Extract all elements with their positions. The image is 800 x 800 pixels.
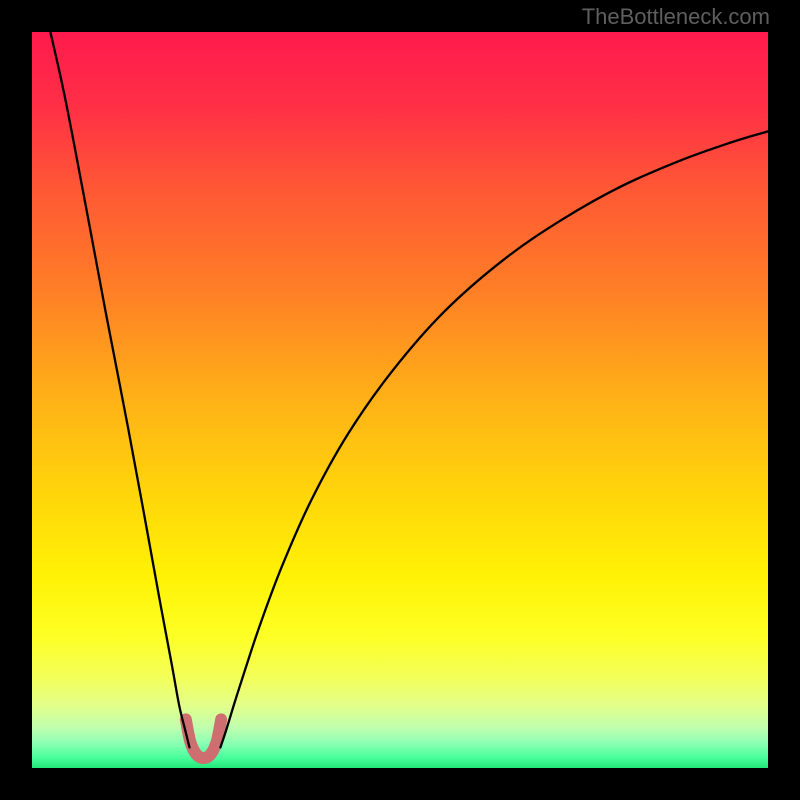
plot-area [32,32,768,768]
curve-layer [32,32,768,768]
curve-left [50,32,189,747]
watermark-text: TheBottleneck.com [582,4,770,30]
dip-marker [186,719,221,758]
chart-stage: TheBottleneck.com [0,0,800,800]
curve-right [220,131,768,747]
